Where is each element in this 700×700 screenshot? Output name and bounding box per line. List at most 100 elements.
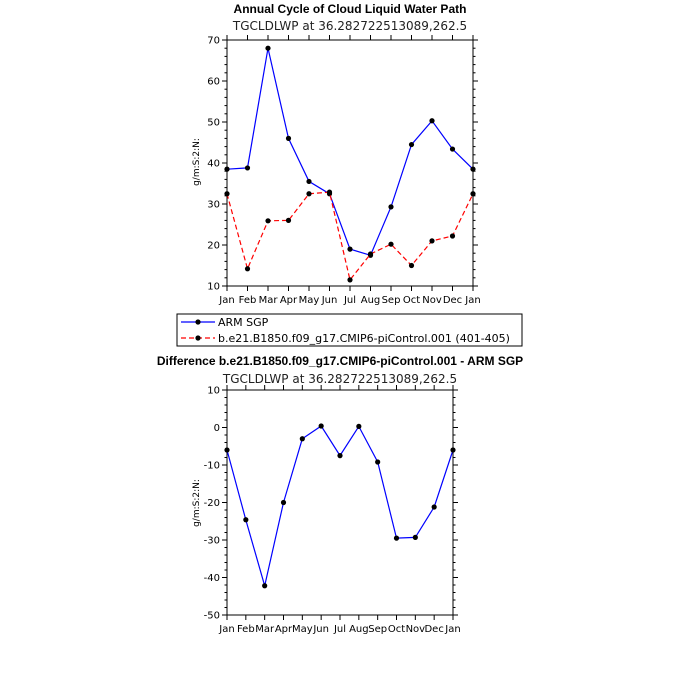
series-0-point xyxy=(429,118,435,124)
chart1-y-axis-label: g/m:S:2:N: xyxy=(192,138,202,186)
x-tick-label: Jan xyxy=(218,295,234,306)
series-0-point xyxy=(388,204,394,210)
x-tick-label: Jun xyxy=(321,295,338,306)
series-0-point xyxy=(243,517,249,523)
series-0-point xyxy=(265,45,271,51)
series-0-point xyxy=(356,423,362,429)
x-tick-label: Mar xyxy=(255,624,275,635)
series-0-point xyxy=(299,436,305,442)
x-tick-label: Jun xyxy=(312,624,329,635)
series-1-point xyxy=(429,238,435,244)
x-tick-label: May xyxy=(299,295,320,306)
series-0-point xyxy=(450,447,456,453)
x-tick-label: Jul xyxy=(343,295,356,306)
chart2-ticks xyxy=(222,385,458,620)
series-1-point xyxy=(408,262,415,269)
x-tick-label: Jan xyxy=(464,295,480,306)
series-1-point xyxy=(265,218,271,224)
series-1-point xyxy=(224,191,230,197)
x-tick-label: Feb xyxy=(237,624,255,635)
x-tick-label: Dec xyxy=(424,624,443,635)
chart2-plot-frame xyxy=(226,389,454,616)
legend-marker-model xyxy=(195,335,201,341)
series-1-point xyxy=(388,241,394,247)
chart2-x-tick-labels: Jan Feb Mar Apr May Jun Jul Aug Sep Oct Nov Dec Jan xyxy=(218,624,460,635)
x-tick-label: Mar xyxy=(259,295,279,306)
x-tick-label: Aug xyxy=(349,624,369,635)
y-tick-label: -10 xyxy=(204,461,220,472)
chart2-subtitle: TGCLDLWP at 36.282722513089,262.5 xyxy=(222,372,457,386)
x-tick-label: Oct xyxy=(388,624,405,635)
y-tick-label: -20 xyxy=(204,498,220,509)
x-tick-label: Sep xyxy=(368,624,387,635)
legend-box xyxy=(176,313,523,347)
series-1-point xyxy=(306,191,312,197)
series-1-point xyxy=(367,251,374,257)
series-0-point xyxy=(408,141,415,148)
x-tick-label: Sep xyxy=(382,295,401,306)
series-line-0 xyxy=(226,48,474,257)
series-1-point xyxy=(285,217,292,223)
series-0-point xyxy=(449,146,456,152)
x-tick-label: Jan xyxy=(218,624,234,635)
x-tick-label: Nov xyxy=(406,624,426,635)
chart1-series xyxy=(224,45,476,283)
y-tick-label: 10 xyxy=(207,386,220,397)
x-tick-label: May xyxy=(292,624,313,635)
legend-marker-arm-sgp xyxy=(195,319,201,325)
chart1-subtitle: TGCLDLWP at 36.282722513089,262.5 xyxy=(232,19,467,33)
series-0-point xyxy=(337,453,343,459)
legend-label-arm-sgp: ARM SGP xyxy=(218,316,269,329)
y-tick-label: 0 xyxy=(214,423,220,434)
series-1-point xyxy=(244,266,251,272)
series-1-point xyxy=(347,277,353,283)
series-0-point xyxy=(375,459,381,465)
series-0-point xyxy=(318,423,324,429)
y-tick-label: 50 xyxy=(207,118,220,129)
series-0-point xyxy=(431,504,437,510)
series-0-point xyxy=(306,178,312,185)
y-tick-label: -40 xyxy=(204,573,220,584)
series-1-point xyxy=(449,233,456,239)
chart1-y-tick-labels: 10 20 30 40 50 60 70 xyxy=(207,36,220,293)
series-0-point xyxy=(393,535,400,541)
series-0-point xyxy=(262,583,268,589)
x-tick-label: Jul xyxy=(333,624,346,635)
series-0-point xyxy=(412,534,418,540)
x-tick-label: Apr xyxy=(280,295,298,306)
series-0-point xyxy=(347,246,353,252)
series-0-point xyxy=(224,447,230,453)
y-tick-label: 70 xyxy=(207,36,220,47)
chart1-title: Annual Cycle of Cloud Liquid Water Path xyxy=(234,2,467,16)
x-tick-label: Oct xyxy=(403,295,420,306)
series-0-point xyxy=(280,499,287,506)
series-0-point xyxy=(244,165,251,171)
y-tick-label: -30 xyxy=(204,536,220,547)
x-tick-label: Dec xyxy=(443,295,462,306)
series-0-point xyxy=(224,166,230,172)
y-tick-label: 20 xyxy=(207,241,220,252)
y-tick-label: -50 xyxy=(204,611,220,622)
y-tick-label: 30 xyxy=(207,200,220,211)
chart2-y-tick-labels: -50 -40 -30 -20 -10 0 10 xyxy=(204,386,220,622)
x-tick-label: Apr xyxy=(275,624,293,635)
series-line-0 xyxy=(226,425,454,586)
series-0-point xyxy=(285,135,292,141)
difference-chart: Difference b.e21.B1850.f09_g17.CMIP6-piC… xyxy=(157,354,523,635)
x-tick-label: Feb xyxy=(239,295,257,306)
chart2-title: Difference b.e21.B1850.f09_g17.CMIP6-piC… xyxy=(157,354,523,368)
x-tick-label: Nov xyxy=(422,295,442,306)
chart2-y-axis-label: g/m:S:2:N: xyxy=(192,479,202,527)
legend-label-model: b.e21.B1850.f09_g17.CMIP6-piControl.001 … xyxy=(218,332,510,345)
y-tick-label: 10 xyxy=(207,282,220,293)
series-1-point xyxy=(326,189,333,195)
chart1-x-tick-labels: Jan Feb Mar Apr May Jun Jul Aug Sep Oct Nov Dec Jan xyxy=(218,295,480,306)
chart1-legend: ARM SGP b.e21.B1850.f09_g17.CMIP6-piCont… xyxy=(176,313,523,347)
chart2-series xyxy=(224,423,456,589)
y-tick-label: 60 xyxy=(207,77,220,88)
chart1-ticks xyxy=(222,35,478,291)
series-1-point xyxy=(470,191,476,197)
x-tick-label: Aug xyxy=(361,295,381,306)
series-0-point xyxy=(470,166,476,172)
